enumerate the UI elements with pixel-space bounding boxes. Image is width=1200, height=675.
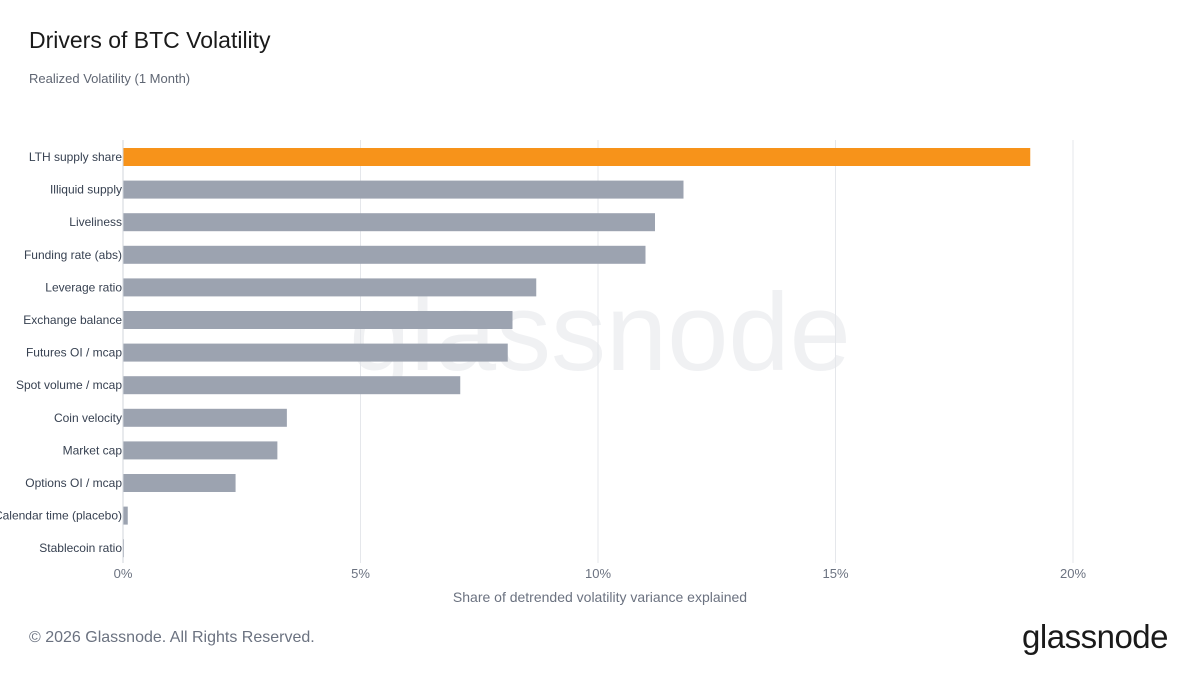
x-tick-label: 5% (351, 566, 370, 581)
bar (123, 245, 646, 264)
category-label: Leverage ratio (45, 280, 122, 294)
x-axis-ticks: 0% 5% 10% 15% 20% (114, 566, 1087, 581)
category-label: Illiquid supply (50, 183, 122, 197)
category-label: LTH supply share (29, 150, 122, 164)
bar (123, 148, 1031, 166)
bar (123, 278, 537, 297)
category-label: Stablecoin ratio (39, 541, 122, 555)
x-axis-label: Share of detrended volatility variance e… (453, 589, 747, 605)
bars-layer (123, 148, 1031, 558)
brand-logo: glassnode (1022, 618, 1168, 655)
bar (123, 441, 278, 460)
x-tick-label: 10% (585, 566, 611, 581)
x-tick-label: 20% (1060, 566, 1086, 581)
category-label: Options OI / mcap (25, 476, 122, 490)
bar (123, 506, 128, 525)
bar (123, 180, 684, 199)
category-labels: LTH supply share Illiquid supply Livelines… (0, 150, 122, 555)
bar (123, 376, 461, 395)
copyright-notice: © 2026 Glassnode. All Rights Reserved. (29, 629, 315, 646)
category-label: Coin velocity (54, 411, 122, 425)
chart-subtitle: Realized Volatility (1 Month) (29, 71, 191, 86)
category-label: Liveliness (69, 215, 122, 229)
bar (123, 213, 655, 232)
category-label: Futures OI / mcap (26, 346, 122, 360)
x-tick-label: 15% (822, 566, 848, 581)
x-tick-label: 0% (114, 566, 133, 581)
category-label: Exchange balance (23, 313, 122, 327)
category-label: Market cap (63, 443, 123, 457)
category-label: Funding rate (abs) (24, 248, 122, 262)
grid-layer (360, 140, 1074, 563)
chart-title: Drivers of BTC Volatility (29, 27, 271, 53)
category-label: Spot volume / mcap (16, 378, 122, 392)
bar (123, 343, 508, 362)
bar (123, 311, 513, 329)
bar (123, 408, 287, 427)
category-label: Calendar time (placebo) (0, 509, 122, 523)
bar (123, 474, 236, 492)
